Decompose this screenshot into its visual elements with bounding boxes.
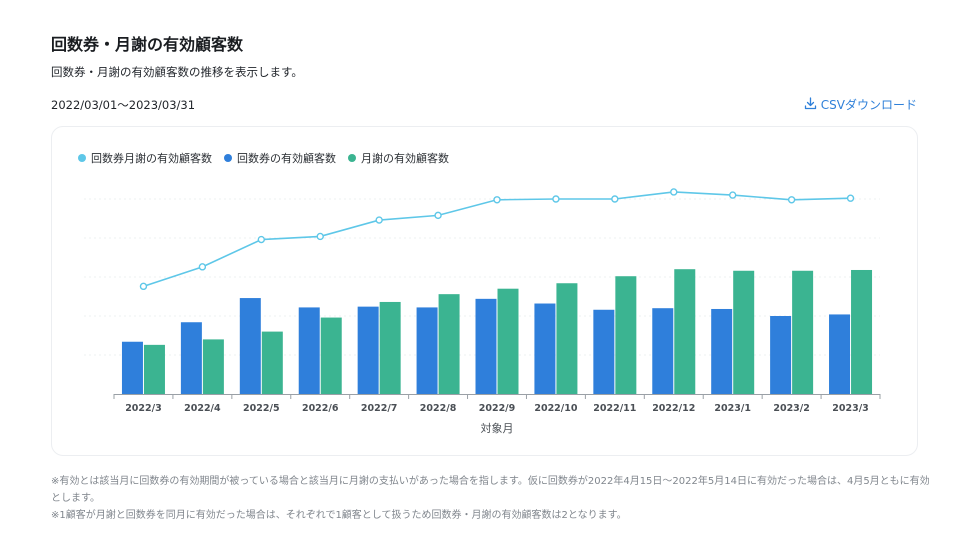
x-tick-label: 2023/2 (773, 403, 810, 414)
bar-monthly (615, 276, 637, 394)
bar-monthly (438, 294, 460, 394)
footnote-1: ※有効とは該当月に回数券の有効期間が被っている場合と該当月に月謝の支払いがあった… (51, 476, 930, 504)
legend-swatch-monthly (348, 154, 356, 162)
bar-tickets (416, 307, 438, 394)
bar-monthly (497, 288, 519, 394)
point-combined (728, 191, 737, 199)
legend-swatch-tickets (224, 154, 232, 162)
page-description: 回数券・月謝の有効顧客数の推移を表示します。 (51, 65, 303, 79)
legend-label-monthly: 月謝の有効顧客数 (361, 152, 449, 165)
x-tick-label: 2022/4 (184, 403, 221, 414)
x-tick-label: 2023/3 (832, 403, 869, 414)
x-tick-label: 2022/6 (302, 403, 339, 414)
bar-monthly (143, 344, 165, 394)
legend-swatch-combined (78, 154, 86, 162)
point-combined (198, 263, 207, 271)
page-title: 回数券・月謝の有効顧客数 (51, 35, 244, 54)
bar-monthly (556, 283, 578, 394)
point-combined (787, 196, 796, 204)
point-combined (493, 196, 501, 204)
csv-download-label: CSVダウンロード (820, 98, 917, 112)
bar-tickets (770, 316, 792, 394)
chart-card (51, 126, 918, 456)
bar-tickets (829, 314, 851, 394)
bar-monthly (320, 317, 342, 394)
x-tick-label: 2022/8 (420, 403, 457, 414)
point-combined (846, 194, 855, 202)
x-tick-label: 2022/3 (125, 403, 162, 414)
x-tick-label: 2023/1 (714, 403, 751, 414)
bar-tickets (475, 298, 497, 394)
point-combined (611, 195, 619, 203)
bar-monthly (733, 270, 755, 394)
x-tick-label: 2022/5 (243, 403, 280, 414)
point-combined (316, 232, 324, 241)
point-combined (375, 216, 383, 224)
legend-item-monthly[interactable]: 月謝の有効顧客数 (348, 150, 449, 166)
bar-tickets (652, 308, 674, 394)
bar-tickets (593, 309, 615, 394)
x-tick-label: 2022/7 (361, 403, 398, 414)
bar-tickets (239, 298, 261, 394)
point-combined (434, 211, 442, 220)
point-combined (257, 235, 266, 244)
x-tick-label: 2022/10 (534, 403, 578, 414)
bar-tickets (711, 308, 733, 394)
footnotes: ※有効とは該当月に回数券の有効期間が被っている場合と該当月に月謝の支払いがあった… (51, 473, 931, 524)
point-combined (552, 195, 560, 203)
x-tick-label: 2022/9 (479, 403, 516, 414)
legend-item-tickets[interactable]: 回数券の有効顧客数 (224, 150, 336, 166)
legend-label-combined: 回数券月謝の有効顧客数 (91, 152, 212, 165)
bar-tickets (534, 303, 556, 394)
legend-label-tickets: 回数券の有効顧客数 (237, 152, 336, 165)
bar-monthly (851, 269, 873, 394)
x-tick-label: 2022/12 (652, 403, 695, 414)
bar-monthly (792, 270, 814, 394)
bar-monthly (261, 331, 283, 394)
x-axis-label: 対象月 (481, 421, 514, 435)
footnote-2: ※1顧客が月謝と回数券を同月に有効だった場合は、それぞれで1顧客として扱うため回… (51, 510, 627, 521)
bar-tickets (298, 307, 320, 394)
legend-item-combined[interactable]: 回数券月謝の有効顧客数 (78, 150, 212, 166)
date-range: 2022/03/01〜2023/03/31 (51, 98, 196, 112)
bar-monthly (674, 269, 696, 394)
bar-monthly (202, 339, 224, 394)
bar-tickets (121, 341, 143, 394)
bar-tickets (357, 306, 379, 394)
csv-download-button[interactable]: CSVダウンロード (804, 96, 917, 113)
x-tick-label: 2022/11 (593, 403, 636, 414)
bar-monthly (379, 301, 401, 394)
point-combined (670, 188, 678, 196)
download-icon (804, 96, 817, 113)
bar-tickets (180, 322, 202, 394)
chart-legend: 回数券月謝の有効顧客数 回数券の有効顧客数 月謝の有効顧客数 (78, 150, 449, 166)
point-combined (139, 282, 148, 291)
